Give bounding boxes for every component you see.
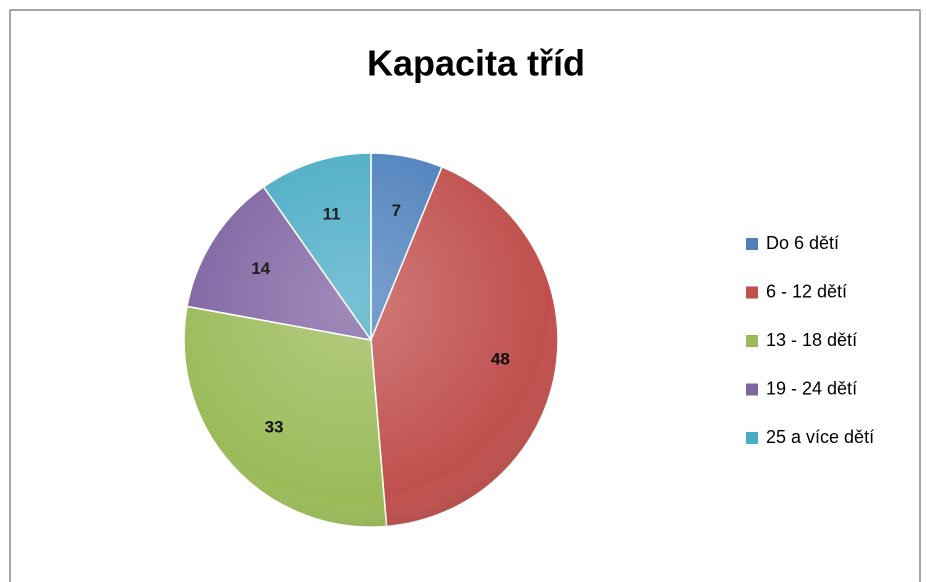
- chart-frame: [9, 9, 921, 582]
- legend-marker: [746, 383, 758, 396]
- data-label: 7: [392, 201, 401, 220]
- legend-marker: [746, 286, 758, 299]
- legend-marker: [746, 432, 758, 444]
- legend-marker: [746, 238, 758, 250]
- legend-label: 25 a více dětí: [766, 427, 874, 447]
- legend-label: Do 6 dětí: [766, 233, 839, 253]
- legend-marker: [746, 335, 758, 347]
- data-label: 33: [265, 417, 284, 436]
- chart-title: Kapacita tříd: [367, 43, 585, 84]
- legend-label: 19 - 24 dětí: [766, 378, 857, 398]
- legend-label: 6 - 12 dětí: [766, 281, 847, 301]
- data-label: 48: [491, 349, 510, 368]
- data-label: 11: [323, 205, 341, 224]
- pie-slice: [183, 305, 388, 528]
- data-label: 14: [251, 259, 270, 278]
- legend-label: 13 - 18 dětí: [766, 330, 857, 350]
